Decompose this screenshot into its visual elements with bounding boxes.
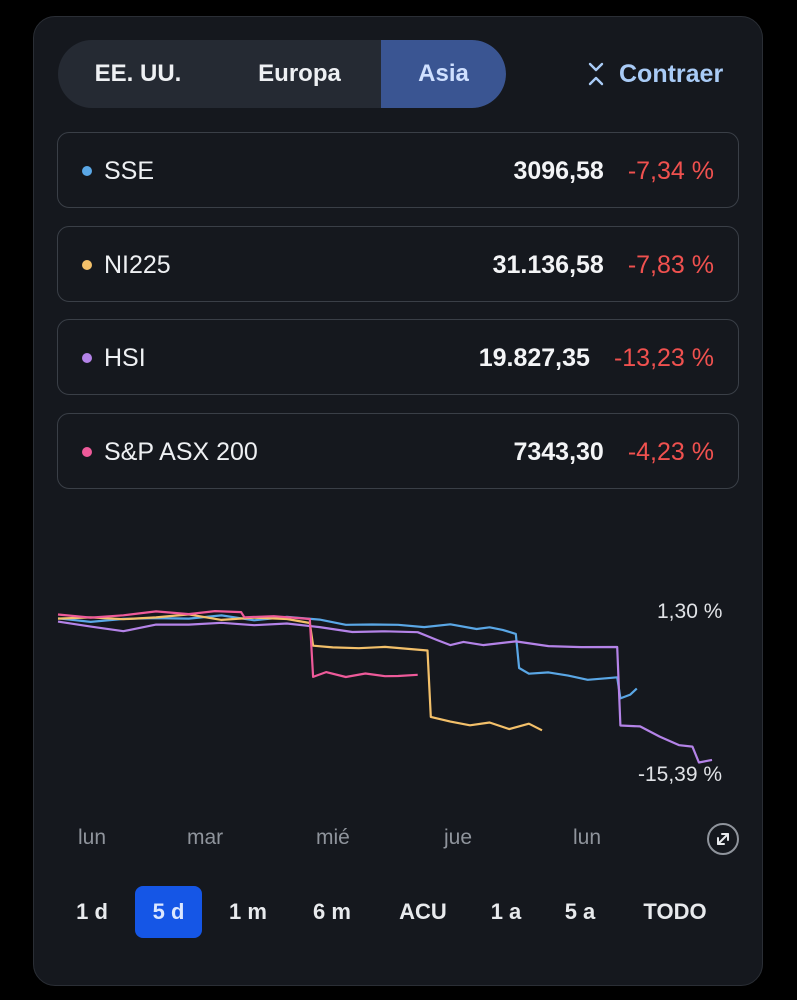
tab-asia[interactable]: Asia xyxy=(381,40,506,108)
range-5d[interactable]: 5 d xyxy=(135,886,202,938)
series-dot xyxy=(82,353,92,363)
index-name: SSE xyxy=(104,157,155,185)
tab-us[interactable]: EE. UU. xyxy=(94,60,182,87)
expand-icon xyxy=(717,833,729,845)
expand-chart-button[interactable] xyxy=(707,823,739,855)
index-name: NI225 xyxy=(104,251,171,279)
index-change: -4,23 % xyxy=(627,437,714,466)
x-tick-label: mié xyxy=(316,826,350,849)
index-value: 19.827,35 xyxy=(478,343,590,372)
range-ytd[interactable]: ACU xyxy=(399,899,447,924)
series-dot xyxy=(82,447,92,457)
index-row-ni225[interactable]: NI225 31.136,58 -7,83 % xyxy=(57,226,739,302)
y-max-label: 1,30 % xyxy=(657,600,723,623)
index-value: 3096,58 xyxy=(513,156,604,185)
x-tick-label: lun xyxy=(573,826,602,849)
series-line-s-p-asx-200 xyxy=(57,610,418,679)
region-tabs: EE. UU. Europa Asia xyxy=(58,40,506,108)
index-change: -7,83 % xyxy=(627,250,714,279)
range-all[interactable]: TODO xyxy=(643,899,707,924)
x-tick-label: mar xyxy=(187,826,224,849)
index-value: 31.136,58 xyxy=(492,250,604,279)
index-row-sse[interactable]: SSE 3096,58 -7,34 % xyxy=(57,132,739,208)
collapse-button[interactable]: Contraer xyxy=(587,56,723,92)
index-value: 7343,30 xyxy=(513,437,604,466)
range-1d[interactable]: 1 d xyxy=(76,899,108,924)
index-name: HSI xyxy=(104,344,146,372)
series-line-hsi xyxy=(57,620,713,764)
x-tick-label: lun xyxy=(78,826,107,849)
tab-europe[interactable]: Europa xyxy=(258,60,341,87)
y-min-label: -15,39 % xyxy=(638,763,723,786)
range-5y[interactable]: 5 a xyxy=(564,899,596,924)
range-1m[interactable]: 1 m xyxy=(229,899,267,924)
index-change: -7,34 % xyxy=(627,156,714,185)
index-row-asx200[interactable]: S&P ASX 200 7343,30 -4,23 % xyxy=(57,413,739,489)
series-line-ni225 xyxy=(57,613,543,732)
x-tick-label: jue xyxy=(444,826,473,849)
collapse-label: Contraer xyxy=(619,59,724,88)
series-dot xyxy=(82,260,92,270)
index-row-hsi[interactable]: HSI 19.827,35 -13,23 % xyxy=(57,319,739,395)
range-6m[interactable]: 6 m xyxy=(313,899,351,924)
market-panel xyxy=(33,16,763,986)
series-dot xyxy=(82,166,92,176)
range-1y[interactable]: 1 a xyxy=(490,899,522,924)
collapse-icon xyxy=(588,62,604,86)
index-name: S&P ASX 200 xyxy=(104,438,258,466)
index-change: -13,23 % xyxy=(613,343,714,372)
